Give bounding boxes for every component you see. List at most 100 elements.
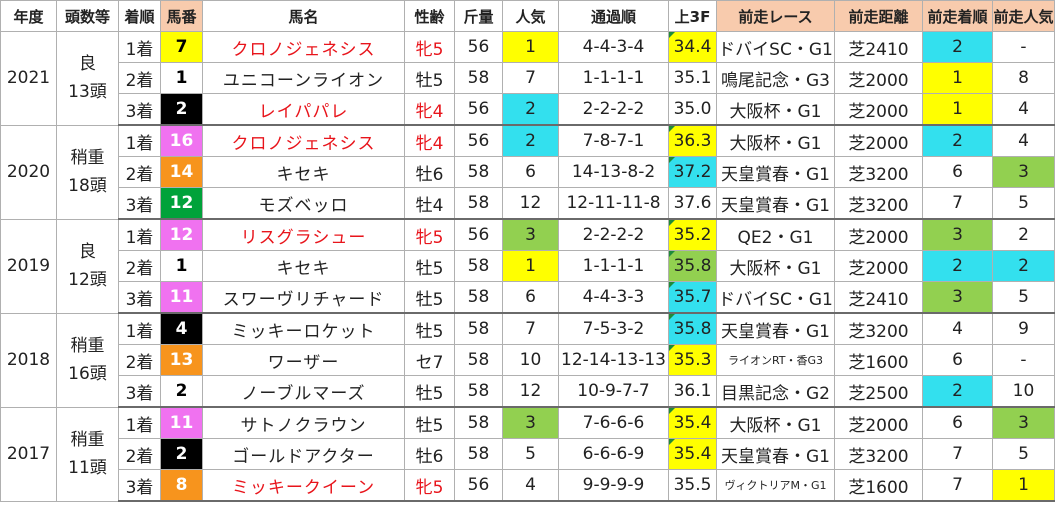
popularity: 10 [502,344,559,376]
horse-number: 14 [160,156,203,188]
horse-name: ユニコーンライオン [202,62,405,94]
prev-popularity: 2 [992,250,1055,282]
condition-cell: 稍重 11頭 [56,406,119,502]
popularity: 12 [502,187,559,220]
last-3f: 34.4 [668,31,717,63]
passing-order: 2-2-2-2 [558,93,669,126]
finish-rank: 2着 [118,62,161,94]
weight: 56 [454,31,503,63]
track-condition: 良 [79,54,96,75]
prev-distance: 芝2000 [834,250,923,282]
prev-race: ドバイSC・G1 [716,31,835,63]
prev-distance: 芝2410 [834,281,923,314]
finish-rank: 3着 [118,375,161,408]
prev-distance: 芝3200 [834,156,923,188]
passing-order: 1-1-1-1 [558,250,669,282]
finish-rank: 1着 [118,31,161,63]
last-3f: 35.8 [668,250,717,282]
prev-race: 目黒記念・G2 [716,375,835,408]
prev-race: 大阪杯・G1 [716,250,835,282]
weight: 58 [454,406,503,439]
prev-popularity: 1 [992,469,1055,502]
prev-rank: 6 [922,406,993,439]
finish-rank: 3着 [118,93,161,126]
year-cell: 2021 [0,31,57,126]
last-3f: 36.3 [668,124,717,157]
table-row: 2017 稍重 11頭 1着 11 サトノクラウン 牡5 58 3 7-6-6-6 35.4 大阪杯・… [0,406,1055,502]
weight: 56 [454,124,503,157]
finish-rank: 2着 [118,344,161,376]
horse-number: 11 [160,281,203,314]
table-row: 3着 11 スワーヴリチャード 牡5 58 6 4-4-3-3 35.7 ドバイSC・G1 芝24… [1,281,1055,314]
popularity: 4 [502,469,559,502]
sex-age: セ7 [404,344,455,376]
table-row: 2着 1 ユニコーンライオン 牡5 58 7 1-1-1-1 35.1 鳴尾記念・G3 芝2000… [1,62,1055,94]
condition-cell: 良 13頭 [56,31,119,126]
horse-name: サトノクラウン [202,406,405,439]
horse-number: 11 [160,406,203,439]
horse-name: レイパパレ [202,93,405,126]
horse-name: キセキ [202,250,405,282]
header-cell: 人気 [502,0,559,32]
prev-race: ヴィクトリアM・G1 [716,469,835,502]
sex-age: 牡5 [404,406,455,439]
horse-name: ミッキークイーン [202,469,405,502]
last-3f: 35.3 [668,344,717,376]
last-3f: 35.5 [668,469,717,502]
weight: 56 [454,93,503,126]
prev-race: 天皇賞春・G1 [716,187,835,220]
track-condition: 稍重 [70,336,105,356]
year-cell: 2019 [0,218,57,314]
popularity: 5 [502,438,559,470]
header-cell: 斤量 [454,0,503,32]
last-3f: 35.4 [668,438,717,470]
passing-order: 14-13-8-2 [558,156,669,188]
condition-cell: 稍重 18頭 [56,124,119,220]
header-cell: 性齢 [404,0,455,32]
last-3f-value: 35.3 [673,350,712,370]
condition-cell: 良 12頭 [56,218,119,314]
prev-rank: 7 [922,438,993,470]
race-results-table: 年度 頭数等 着順 馬番 馬名 性齢 斤量 人気 通過順 上3F 前走レース 前… [0,0,1055,502]
weight: 58 [454,312,503,345]
last-3f-value: 36.3 [673,131,712,151]
horse-name: クロノジェネシス [202,31,405,63]
weight: 58 [454,375,503,408]
prev-race: 天皇賞春・G1 [716,156,835,188]
prev-popularity: 5 [992,438,1055,470]
sex-age: 牡5 [404,312,455,345]
sex-age: 牡6 [404,156,455,188]
passing-order: 1-1-1-1 [558,62,669,94]
condition-cell: 稍重 16頭 [56,312,119,408]
prev-distance: 芝2000 [834,124,923,157]
popularity: 6 [502,281,559,314]
prev-rank: 2 [922,375,993,408]
header-cell: 前走着順 [922,0,993,32]
prev-popularity: 9 [992,312,1055,345]
popularity: 1 [502,250,559,282]
prev-distance: 芝3200 [834,187,923,220]
track-condition: 稍重 [70,430,105,450]
passing-order: 12-11-11-8 [558,187,669,220]
prev-race: ライオンRT・香G3 [716,344,835,376]
popularity: 12 [502,375,559,408]
table-row: 2着 2 ゴールドアクター 牡6 58 5 6-6-6-9 35.4 天皇賞春・G1 芝3200 7… [1,438,1055,470]
prev-popularity: 3 [992,406,1055,439]
horse-name: ゴールドアクター [202,438,405,470]
prev-rank: 7 [922,187,993,220]
table-row: 2021 良 13頭 1着 7 クロノジェネシス 牝5 56 1 4-4-3-4 34.4 ドバイSC… [0,31,1055,126]
sex-age: 牝4 [404,124,455,157]
year-cell: 2018 [0,312,57,408]
prev-rank: 3 [922,281,993,314]
last-3f: 35.7 [668,281,717,314]
prev-distance: 芝2000 [834,93,923,126]
table-row: 3着 2 レイパパレ 牝4 56 2 2-2-2-2 35.0 大阪杯・G1 芝2000 1 4 [1,93,1055,126]
horse-name: キセキ [202,156,405,188]
table-row: 2着 14 キセキ 牡6 58 6 14-13-8-2 37.2 天皇賞春・G1 芝3200 6 3 [1,156,1055,188]
prev-distance: 芝1600 [834,344,923,376]
prev-rank: 6 [922,344,993,376]
prev-rank: 7 [922,469,993,502]
weight: 56 [454,218,503,251]
prev-rank: 2 [922,250,993,282]
last-3f: 35.2 [668,218,717,251]
